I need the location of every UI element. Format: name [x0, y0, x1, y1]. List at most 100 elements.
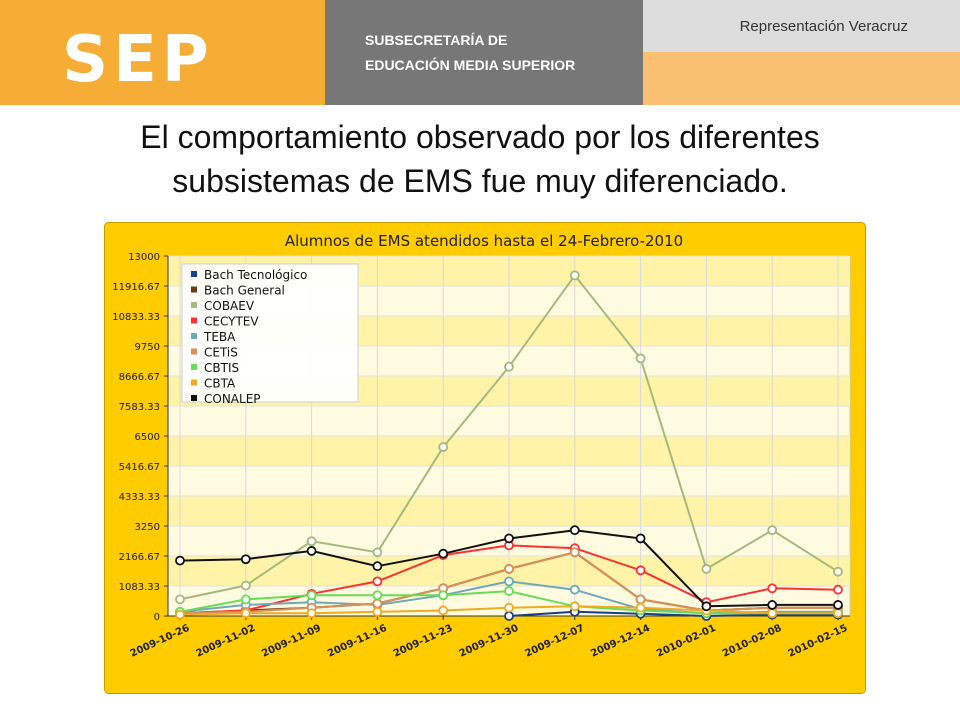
data-point: [306, 536, 317, 547]
data-point: [372, 598, 383, 609]
data-point: [701, 601, 712, 612]
legend-swatch: [191, 271, 197, 277]
data-point: [504, 602, 514, 613]
data-point: [438, 548, 449, 559]
y-tick-label: 11916.67: [112, 282, 160, 293]
data-point: [438, 442, 449, 452]
slide-title-line1: El comportamiento observado por los dife…: [140, 119, 820, 155]
legend-swatch: [191, 348, 197, 355]
series-2: [175, 270, 843, 605]
legend-entry: Bach Tecnológico: [204, 268, 307, 282]
y-tick-label: 1083.33: [119, 582, 160, 593]
series-7: [175, 601, 843, 620]
data-point: [372, 606, 383, 617]
data-point: [504, 361, 514, 372]
data-point: [833, 584, 843, 595]
series-lines: [175, 270, 843, 621]
legend-entry: CONALEP: [204, 392, 261, 406]
y-tick-label: 3250: [135, 522, 160, 533]
data-point: [372, 561, 383, 572]
data-point: [833, 566, 843, 577]
data-point: [701, 564, 712, 574]
line-chart: Alumnos de EMS atendidos hasta el 24-Feb…: [104, 222, 866, 694]
data-point: [240, 594, 251, 605]
data-point: [175, 555, 185, 566]
legend-entry: CECYTEV: [204, 315, 259, 329]
legend-entry: COBAEV: [204, 299, 255, 313]
data-point: [372, 547, 383, 558]
header-logo-panel: SEP: [0, 0, 325, 105]
data-point: [569, 525, 580, 536]
data-point: [504, 564, 514, 574]
data-point: [240, 554, 251, 565]
data-point: [240, 608, 251, 619]
y-tick-label: 0: [154, 612, 160, 623]
series-8: [175, 525, 843, 612]
y-tick-label: 2166.67: [119, 552, 160, 563]
legend-entry: Bach General: [204, 284, 285, 298]
data-point: [504, 576, 514, 587]
data-point: [833, 600, 843, 610]
y-axis: 0 1083.33 2166.67 3250 4333.33 5416.67 6500 758…: [112, 252, 169, 623]
y-tick-label: 13000: [128, 252, 160, 263]
subsecretaria-line2: EDUCACIÓN MEDIA SUPERIOR: [365, 57, 576, 73]
y-tick-label: 8666.67: [119, 372, 160, 383]
legend-entry: CBTA: [204, 377, 236, 391]
slide-title-line2: subsistemas de EMS fue muy diferenciado.: [172, 163, 788, 199]
data-point: [635, 594, 646, 605]
data-point: [635, 533, 646, 544]
data-point: [240, 580, 251, 591]
series-line: [508, 610, 838, 618]
data-point: [569, 584, 580, 595]
data-point: [569, 601, 580, 612]
y-tick-label: 9750: [135, 342, 160, 353]
data-point: [635, 353, 646, 364]
legend-swatch: [191, 364, 197, 370]
header-accent-bar: [643, 52, 960, 105]
data-point: [767, 525, 778, 536]
data-point: [833, 608, 843, 619]
y-tick-label: 4333.33: [119, 492, 160, 503]
legend-entry: CETiS: [204, 346, 238, 360]
legend-entry: CBTIS: [204, 361, 239, 375]
data-point: [438, 590, 449, 601]
y-tick-label: 7583.33: [119, 402, 160, 413]
legend-swatch: [191, 395, 197, 401]
legend-entry: TEBA: [203, 330, 236, 344]
header-subsecretaria-panel: SUBSECRETARÍA DE EDUCACIÓN MEDIA SUPERIO…: [325, 0, 643, 105]
y-tick-label: 6500: [135, 432, 160, 443]
legend-swatch: [191, 286, 197, 293]
data-point: [372, 576, 383, 587]
slide-title: El comportamiento observado por los dife…: [0, 115, 960, 203]
legend-swatch: [191, 302, 197, 308]
data-point: [372, 590, 383, 601]
legend-swatch: [191, 317, 197, 324]
legend-box: [181, 263, 359, 403]
data-point: [635, 565, 646, 576]
data-point: [635, 602, 646, 613]
data-point: [767, 600, 778, 610]
y-tick-label: 5416.67: [119, 462, 160, 473]
chart-title: Alumnos de EMS atendidos hasta el 24-Feb…: [285, 232, 683, 250]
data-point: [569, 547, 580, 558]
legend-swatch: [191, 379, 197, 386]
data-point: [569, 270, 580, 281]
data-point: [175, 594, 185, 605]
data-point: [438, 605, 449, 616]
legend-swatch: [191, 333, 197, 339]
data-point: [504, 611, 514, 621]
subsecretaria-line1: SUBSECRETARÍA DE: [365, 32, 508, 48]
data-point: [767, 608, 778, 619]
data-point: [306, 546, 317, 556]
data-point: [767, 583, 778, 594]
data-point: [504, 533, 514, 544]
y-tick-label: 10833.33: [112, 312, 160, 323]
representacion-label: Representación Veracruz: [739, 18, 908, 35]
data-point: [306, 608, 317, 619]
header-representacion-panel: Representación Veracruz: [643, 0, 960, 52]
data-point: [306, 590, 317, 601]
data-point: [504, 586, 514, 596]
sep-logo: SEP: [62, 23, 214, 97]
data-point: [175, 609, 185, 620]
